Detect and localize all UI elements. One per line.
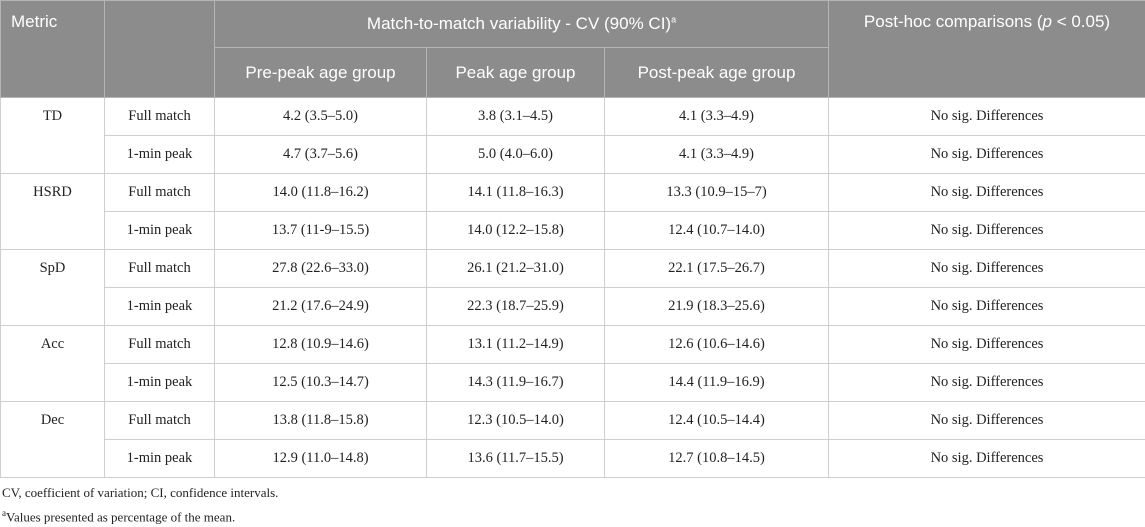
data-cell: No sig. Differences	[829, 174, 1145, 212]
metric-cell: Acc	[1, 326, 105, 402]
footnotes: CV, coefficient of variation; CI, confid…	[0, 482, 1145, 527]
row-label: 1-min peak	[105, 212, 215, 250]
table: Metric Match-to-match variability - CV (…	[0, 0, 1145, 478]
header-text: p	[1043, 12, 1052, 31]
metric-cell: HSRD	[1, 174, 105, 250]
data-cell: No sig. Differences	[829, 136, 1145, 174]
data-cell: 12.6 (10.6–14.6)	[605, 326, 829, 364]
superscript: a	[671, 14, 676, 24]
data-cell: 4.2 (3.5–5.0)	[215, 98, 427, 136]
data-cell: 27.8 (22.6–33.0)	[215, 250, 427, 288]
data-cell: No sig. Differences	[829, 288, 1145, 326]
data-cell: 12.7 (10.8–14.5)	[605, 440, 829, 478]
data-cell: No sig. Differences	[829, 98, 1145, 136]
data-cell: 4.1 (3.3–4.9)	[605, 98, 829, 136]
data-cell: No sig. Differences	[829, 326, 1145, 364]
data-cell: 13.8 (11.8–15.8)	[215, 402, 427, 440]
data-cell: 13.7 (11-9–15.5)	[215, 212, 427, 250]
data-cell: 5.0 (4.0–6.0)	[427, 136, 605, 174]
data-cell: 13.3 (10.9–15–7)	[605, 174, 829, 212]
data-cell: 12.4 (10.5–14.4)	[605, 402, 829, 440]
header-text: Metric	[11, 12, 57, 31]
row-label: Full match	[105, 402, 215, 440]
data-cell: 14.0 (11.8–16.2)	[215, 174, 427, 212]
header-cell: Match-to-match variability - CV (90% CI)…	[215, 1, 829, 48]
header-text: Match-to-match variability - CV (90% CI)	[367, 14, 671, 33]
data-cell: 12.4 (10.7–14.0)	[605, 212, 829, 250]
row-label: 1-min peak	[105, 288, 215, 326]
metric-cell: SpD	[1, 250, 105, 326]
data-cell: 3.8 (3.1–4.5)	[427, 98, 605, 136]
data-cell: 4.7 (3.7–5.6)	[215, 136, 427, 174]
row-label: Full match	[105, 174, 215, 212]
row-label: Full match	[105, 98, 215, 136]
data-cell: 14.0 (12.2–15.8)	[427, 212, 605, 250]
column-header: Peak age group	[427, 48, 605, 98]
data-cell: No sig. Differences	[829, 212, 1145, 250]
header-cell: Metric	[1, 1, 105, 98]
footnote: aValues presented as percentage of the m…	[2, 503, 1145, 527]
data-cell: 14.4 (11.9–16.9)	[605, 364, 829, 402]
data-cell: 12.3 (10.5–14.0)	[427, 402, 605, 440]
data-cell: 13.1 (11.2–14.9)	[427, 326, 605, 364]
footnote-text: Values presented as percentage of the me…	[6, 509, 235, 524]
data-cell: 14.1 (11.8–16.3)	[427, 174, 605, 212]
row-label: Full match	[105, 326, 215, 364]
row-label: 1-min peak	[105, 364, 215, 402]
data-cell: No sig. Differences	[829, 402, 1145, 440]
metric-cell: Dec	[1, 402, 105, 478]
row-label: 1-min peak	[105, 136, 215, 174]
data-cell: 12.8 (10.9–14.6)	[215, 326, 427, 364]
data-cell: 4.1 (3.3–4.9)	[605, 136, 829, 174]
column-header: Post-peak age group	[605, 48, 829, 98]
header-cell: Post-hoc comparisons (p < 0.05)	[829, 1, 1145, 98]
header-text: < 0.05)	[1052, 12, 1110, 31]
data-cell: 13.6 (11.7–15.5)	[427, 440, 605, 478]
column-header: Pre-peak age group	[215, 48, 427, 98]
data-cell: 22.3 (18.7–25.9)	[427, 288, 605, 326]
data-cell: 12.9 (11.0–14.8)	[215, 440, 427, 478]
header-cell	[105, 1, 215, 98]
data-cell: 26.1 (21.2–31.0)	[427, 250, 605, 288]
row-label: Full match	[105, 250, 215, 288]
data-cell: 21.2 (17.6–24.9)	[215, 288, 427, 326]
row-label: 1-min peak	[105, 440, 215, 478]
data-cell: No sig. Differences	[829, 440, 1145, 478]
data-cell: 12.5 (10.3–14.7)	[215, 364, 427, 402]
data-cell: 22.1 (17.5–26.7)	[605, 250, 829, 288]
header-text: Post-hoc comparisons (	[864, 12, 1043, 31]
data-cell: No sig. Differences	[829, 250, 1145, 288]
footnote: CV, coefficient of variation; CI, confid…	[2, 482, 1145, 503]
data-cell: 14.3 (11.9–16.7)	[427, 364, 605, 402]
metric-cell: TD	[1, 98, 105, 174]
data-cell: 21.9 (18.3–25.6)	[605, 288, 829, 326]
data-cell: No sig. Differences	[829, 364, 1145, 402]
